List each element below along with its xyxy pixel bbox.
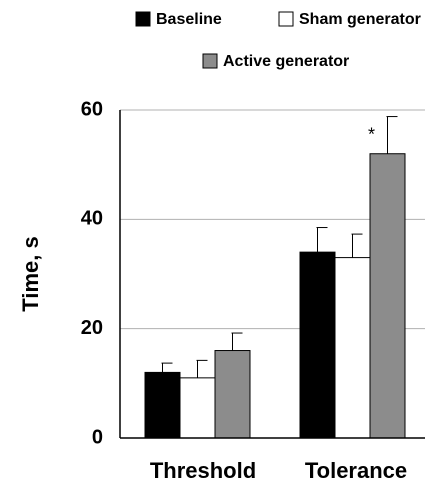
bar-threshold-0	[144, 371, 181, 439]
legend-swatch-1	[278, 11, 294, 27]
y-axis-label: Time, s	[18, 236, 43, 311]
y-tick-2: 40	[81, 208, 103, 230]
y-tick-labels: 0 20 40 60	[81, 98, 103, 448]
annotations: *	[368, 125, 375, 145]
bar-tolerance-2	[369, 153, 406, 439]
category-labels: Threshold Tolerance	[150, 458, 407, 483]
y-tick-0: 0	[92, 426, 103, 448]
legend-label-1: Sham generator	[299, 11, 421, 28]
legend-label-0: Baseline	[156, 11, 222, 28]
legend-swatch-0	[135, 11, 151, 27]
bar-tolerance-1	[334, 257, 371, 439]
legend-label-2: Active generator	[223, 53, 349, 70]
y-tick-1: 20	[81, 317, 103, 339]
bars	[144, 116, 406, 439]
axes	[119, 110, 425, 439]
bar-tolerance-0	[299, 251, 336, 439]
legend: Baseline Sham generator Active generator	[135, 11, 421, 70]
category-label-1: Tolerance	[305, 458, 407, 483]
bar-threshold-2	[214, 350, 251, 439]
significance-marker: *	[368, 125, 375, 145]
category-label-0: Threshold	[150, 458, 256, 483]
y-tick-3: 60	[81, 98, 103, 120]
bar-threshold-1	[179, 377, 216, 439]
legend-swatch-2	[202, 53, 218, 69]
